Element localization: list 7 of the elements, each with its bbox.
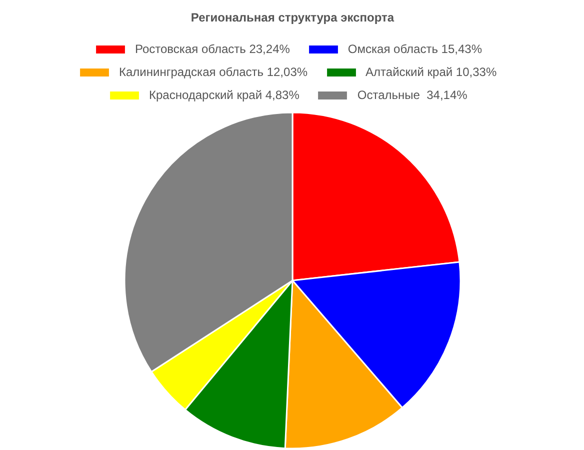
legend-label: Калининградская область 12,03% [119, 65, 308, 79]
legend-label: Краснодарский край 4,83% [149, 88, 300, 102]
legend-label: Омская область 15,43% [348, 42, 482, 56]
legend-label: Алтайский край 10,33% [366, 65, 497, 79]
legend-label: Ростовская область 23,24% [135, 42, 290, 56]
legend-label: Остальные 34,14% [357, 88, 468, 102]
chart-title: Региональная структура экспорта [190, 10, 394, 24]
